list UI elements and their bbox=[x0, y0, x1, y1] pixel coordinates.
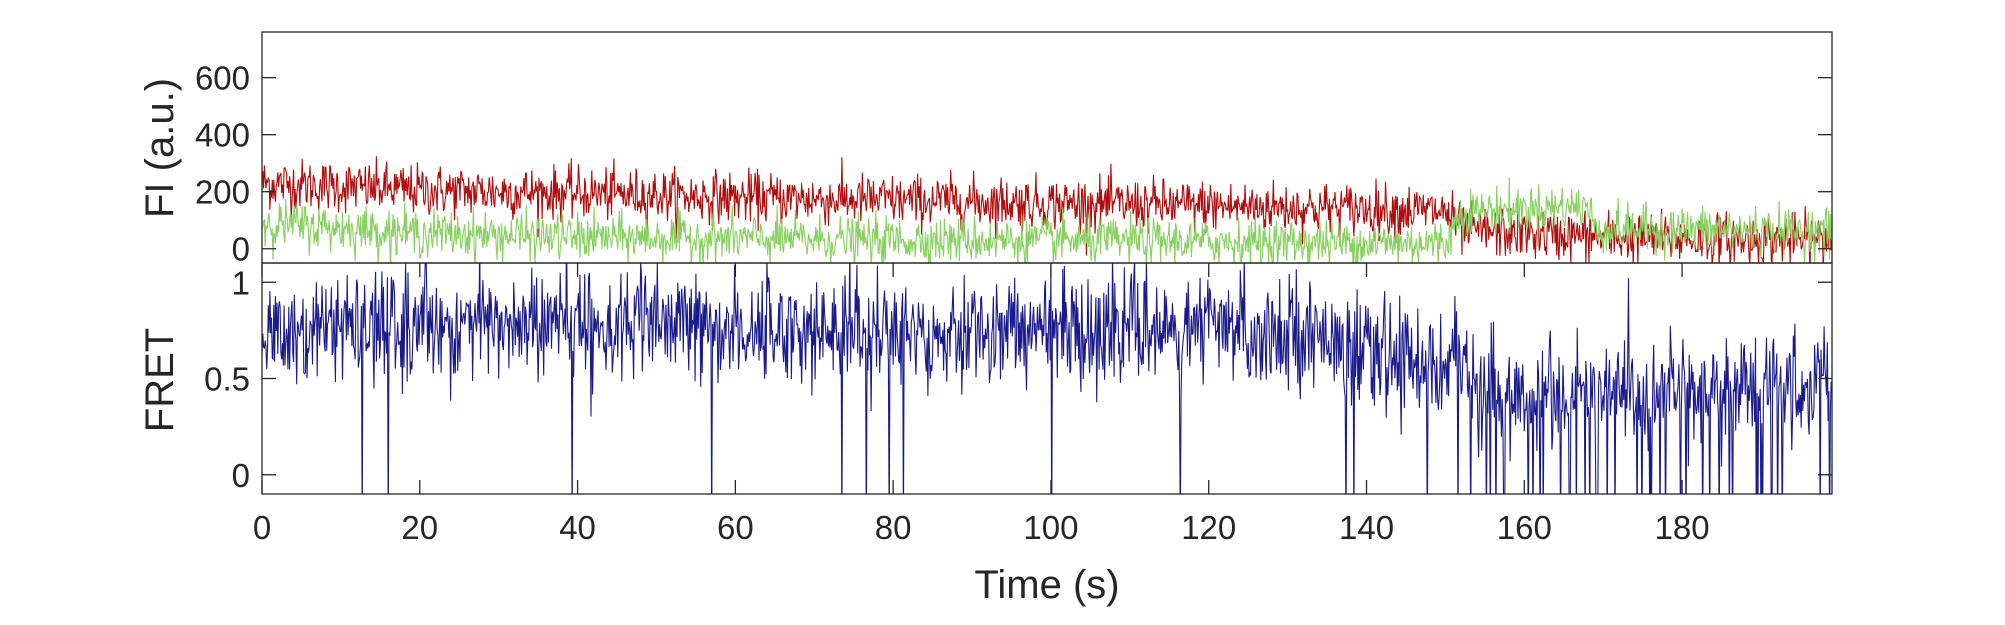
x-tick-label: 140 bbox=[1339, 509, 1394, 546]
x-tick-label: 80 bbox=[875, 509, 912, 546]
y-tick-label: 0 bbox=[232, 457, 250, 494]
top-plot-area bbox=[262, 156, 1832, 263]
x-tick-label: 60 bbox=[717, 509, 754, 546]
x-tick-label: 100 bbox=[1023, 509, 1078, 546]
bottom-panel: 00.51 0 20 40 60 80 100 120 140 160 180 FRET Time… bbox=[138, 262, 1833, 607]
x-axis-title: Time (s) bbox=[974, 563, 1119, 607]
x-tick-label: 0 bbox=[253, 509, 271, 546]
series-line-1-0 bbox=[262, 263, 1832, 494]
top-y-ticks: 0 200 400 600 bbox=[195, 60, 1832, 268]
y-tick-label: 400 bbox=[195, 117, 250, 154]
x-tick-label: 40 bbox=[559, 509, 596, 546]
top-y-axis-title: FI (a.u.) bbox=[138, 78, 182, 218]
x-tick-label: 20 bbox=[401, 509, 438, 546]
bottom-axes-box bbox=[261, 262, 1833, 495]
bottom-y-ticks: 00.51 bbox=[204, 264, 1832, 494]
y-tick-label: 600 bbox=[195, 60, 250, 97]
series-line-0-1 bbox=[262, 177, 1832, 263]
series-line-0-0 bbox=[262, 156, 1832, 263]
top-panel: 0 200 400 600 FI (a.u.) bbox=[138, 31, 1833, 268]
y-tick-label: 1 bbox=[232, 264, 250, 301]
y-tick-label: 200 bbox=[195, 174, 250, 211]
x-tick-label: 180 bbox=[1655, 509, 1710, 546]
x-tick-label: 120 bbox=[1181, 509, 1236, 546]
x-tick-label: 160 bbox=[1497, 509, 1552, 546]
bottom-x-ticks: 0 20 40 60 80 100 120 140 160 180 bbox=[253, 263, 1710, 546]
bottom-plot-area bbox=[262, 263, 1832, 494]
bottom-y-axis-title: FRET bbox=[138, 328, 182, 432]
y-tick-label: 0.5 bbox=[204, 361, 250, 398]
y-tick-label: 0 bbox=[232, 231, 250, 268]
